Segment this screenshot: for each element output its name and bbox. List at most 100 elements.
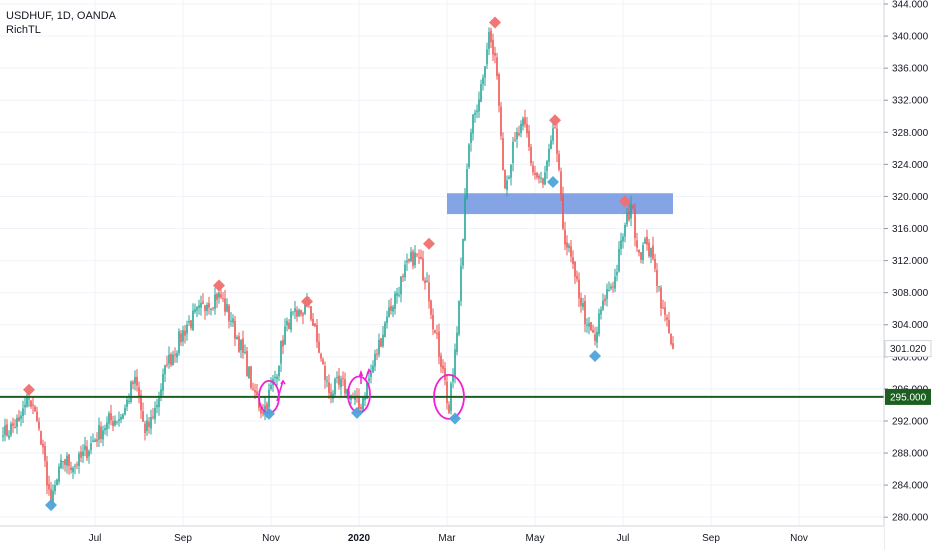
candle-body bbox=[424, 280, 426, 283]
candle-body bbox=[586, 324, 588, 326]
candle-body bbox=[66, 455, 68, 466]
symbol-title[interactable]: USDHUF, 1D, OANDA bbox=[6, 10, 117, 22]
candle-body bbox=[656, 270, 658, 287]
candle-body bbox=[284, 326, 286, 345]
pivot-low-marker bbox=[263, 407, 275, 420]
candle-body bbox=[486, 49, 488, 65]
candle-body bbox=[528, 130, 530, 147]
indicator-label[interactable]: RichTL bbox=[6, 24, 41, 36]
candle-body bbox=[654, 259, 656, 269]
candle-body bbox=[120, 417, 122, 420]
candle-body bbox=[292, 311, 294, 313]
candle-body bbox=[118, 419, 120, 422]
candle-body bbox=[348, 391, 350, 400]
candle-body bbox=[564, 229, 566, 245]
candle-body bbox=[130, 381, 132, 402]
time-axis[interactable]: Jul Sep Nov 2020 Mar May Jul Sep Nov bbox=[0, 525, 884, 550]
candle-body bbox=[106, 422, 108, 430]
candle-body bbox=[640, 252, 642, 260]
candle-body bbox=[60, 459, 62, 468]
resistance-zone bbox=[447, 193, 673, 215]
candle-body bbox=[208, 303, 210, 308]
candle-body bbox=[36, 411, 38, 421]
candle-body bbox=[220, 294, 222, 298]
pivot-markers bbox=[23, 16, 631, 512]
candle-body bbox=[650, 247, 652, 257]
price-tick-label: 344.000 bbox=[892, 0, 929, 11]
candle-body bbox=[354, 397, 356, 401]
candle-body bbox=[536, 172, 538, 178]
time-tick-label: Sep bbox=[174, 533, 192, 544]
price-tick-label: 320.000 bbox=[892, 192, 929, 203]
price-tick-label: 308.000 bbox=[892, 288, 929, 299]
hand-arrow-head bbox=[280, 379, 286, 385]
candle-body bbox=[454, 349, 456, 377]
candle-body bbox=[98, 425, 100, 440]
candle-body bbox=[672, 343, 674, 349]
candle-body bbox=[204, 305, 206, 312]
candle-body bbox=[436, 333, 438, 335]
candle-body bbox=[56, 479, 58, 486]
candle-body bbox=[572, 257, 574, 265]
candle-body bbox=[554, 127, 556, 129]
candle-body bbox=[74, 465, 76, 467]
candle-body bbox=[92, 440, 94, 442]
candle-body bbox=[16, 417, 18, 427]
candle-body bbox=[140, 394, 142, 411]
pivot-high-marker bbox=[423, 237, 435, 250]
candle-body bbox=[548, 148, 550, 162]
candle-body bbox=[566, 242, 568, 248]
candle-body bbox=[176, 352, 178, 358]
candle-body bbox=[370, 372, 372, 377]
candle-body bbox=[544, 172, 546, 185]
candle-body bbox=[48, 484, 50, 490]
candle-body bbox=[76, 464, 78, 466]
candle-body bbox=[256, 391, 258, 396]
price-axis[interactable]: 280.000284.000288.000292.000296.000300.0… bbox=[883, 0, 932, 550]
time-tick-label: Sep bbox=[702, 533, 720, 544]
candle-body bbox=[310, 306, 312, 320]
candle-body bbox=[530, 146, 532, 164]
candle-body bbox=[524, 117, 526, 125]
price-axis-bg bbox=[884, 0, 932, 550]
candle-body bbox=[618, 248, 620, 272]
candle-body bbox=[412, 251, 414, 266]
candle-body bbox=[84, 445, 86, 451]
candle-body bbox=[488, 32, 490, 50]
candle-body bbox=[670, 333, 672, 344]
candle-body bbox=[512, 141, 514, 164]
candle-body bbox=[494, 52, 496, 56]
candle-body bbox=[312, 318, 314, 326]
candle-body bbox=[596, 331, 598, 343]
candle-body bbox=[224, 298, 226, 312]
candle-body bbox=[662, 307, 664, 309]
candle-body bbox=[604, 298, 606, 302]
candle-body bbox=[240, 339, 242, 351]
candle-body bbox=[162, 374, 164, 391]
candle-body bbox=[12, 423, 14, 426]
candle-body bbox=[134, 376, 136, 384]
candle-body bbox=[506, 180, 508, 190]
candle-body bbox=[32, 404, 34, 406]
candle-body bbox=[252, 388, 254, 390]
candle-body bbox=[128, 400, 130, 402]
chart-legend: USDHUF, 1D, OANDA RichTL bbox=[6, 9, 116, 37]
candle-body bbox=[280, 340, 282, 364]
candle-body bbox=[574, 261, 576, 277]
candle-body bbox=[104, 428, 106, 431]
candle-body bbox=[142, 411, 144, 422]
candle-body bbox=[532, 165, 534, 173]
candle-body bbox=[366, 381, 368, 399]
candles bbox=[2, 27, 674, 509]
candle-body bbox=[334, 378, 336, 395]
candle-body bbox=[46, 461, 48, 486]
candle-body bbox=[232, 318, 234, 323]
candle-body bbox=[70, 467, 72, 471]
candle-body bbox=[452, 374, 454, 382]
candle-body bbox=[112, 421, 114, 426]
candle-body bbox=[514, 139, 516, 141]
candle-body bbox=[364, 397, 366, 401]
candle-body bbox=[464, 196, 466, 241]
candle-body bbox=[484, 66, 486, 78]
